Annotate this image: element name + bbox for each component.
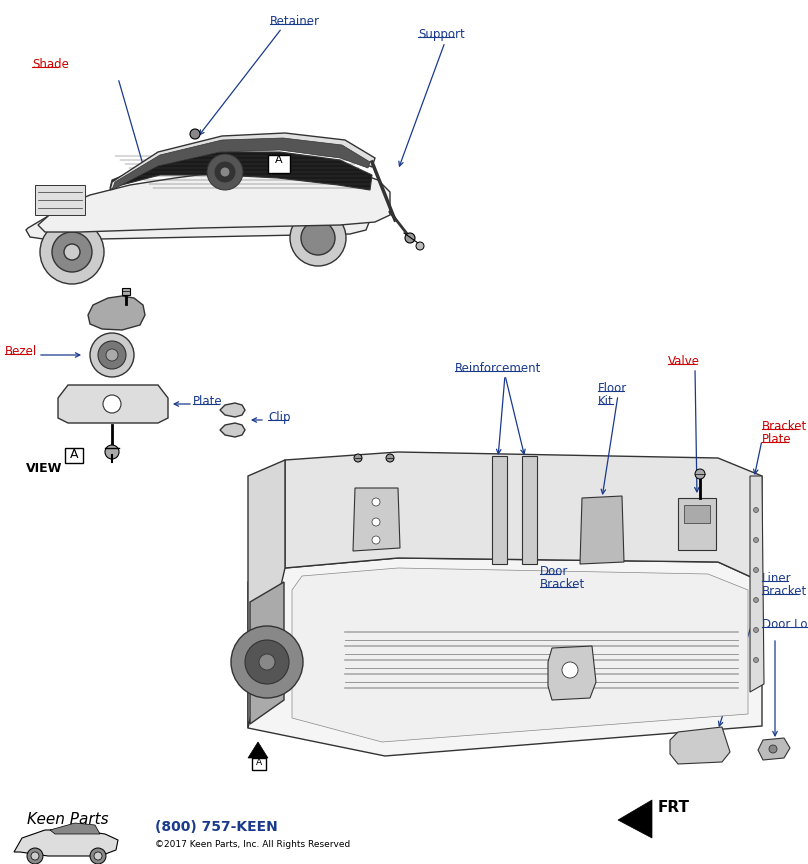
Circle shape bbox=[354, 454, 362, 462]
Polygon shape bbox=[58, 385, 168, 423]
Text: Plate: Plate bbox=[193, 395, 223, 408]
Bar bbox=[35, 185, 85, 215]
Circle shape bbox=[754, 627, 759, 632]
Text: A: A bbox=[256, 758, 262, 767]
Text: Keen Parts: Keen Parts bbox=[27, 812, 109, 827]
Polygon shape bbox=[26, 205, 372, 240]
Circle shape bbox=[190, 129, 200, 139]
Circle shape bbox=[52, 232, 92, 272]
Text: Shade: Shade bbox=[32, 58, 69, 71]
Circle shape bbox=[695, 469, 705, 479]
Text: Retainer: Retainer bbox=[270, 15, 320, 28]
Text: Liner: Liner bbox=[762, 572, 792, 585]
Circle shape bbox=[98, 341, 126, 369]
Circle shape bbox=[290, 210, 346, 266]
Circle shape bbox=[754, 507, 759, 512]
Circle shape bbox=[416, 242, 424, 250]
Polygon shape bbox=[292, 568, 748, 742]
Bar bbox=[678, 498, 716, 550]
Polygon shape bbox=[220, 403, 245, 417]
Polygon shape bbox=[14, 830, 118, 856]
Circle shape bbox=[754, 658, 759, 663]
Text: Bracket: Bracket bbox=[762, 585, 807, 598]
Circle shape bbox=[90, 333, 134, 377]
Text: Door: Door bbox=[540, 565, 568, 578]
Polygon shape bbox=[548, 646, 596, 700]
Circle shape bbox=[31, 852, 39, 860]
Text: Valve: Valve bbox=[668, 355, 700, 368]
Polygon shape bbox=[580, 496, 624, 564]
Text: Bezel: Bezel bbox=[5, 345, 37, 358]
Polygon shape bbox=[248, 460, 285, 728]
Bar bbox=[252, 758, 266, 770]
Circle shape bbox=[754, 568, 759, 573]
Polygon shape bbox=[110, 133, 375, 190]
Circle shape bbox=[105, 445, 119, 459]
Polygon shape bbox=[285, 452, 762, 582]
Circle shape bbox=[386, 454, 394, 462]
Circle shape bbox=[372, 536, 380, 544]
Bar bbox=[492, 456, 507, 564]
Circle shape bbox=[40, 220, 104, 284]
Polygon shape bbox=[250, 582, 284, 724]
Circle shape bbox=[372, 498, 380, 506]
Polygon shape bbox=[38, 168, 390, 232]
Bar bbox=[65, 448, 83, 463]
Circle shape bbox=[259, 654, 275, 670]
Polygon shape bbox=[248, 558, 762, 756]
Text: Reinforcement: Reinforcement bbox=[455, 362, 541, 375]
Polygon shape bbox=[110, 152, 372, 190]
Circle shape bbox=[231, 626, 303, 698]
Text: FRT: FRT bbox=[658, 801, 690, 816]
Text: Clip: Clip bbox=[268, 411, 291, 424]
Circle shape bbox=[754, 598, 759, 602]
Circle shape bbox=[103, 395, 121, 413]
Bar bbox=[268, 155, 290, 173]
Circle shape bbox=[220, 167, 230, 177]
Text: Bracket: Bracket bbox=[762, 420, 807, 433]
Polygon shape bbox=[248, 742, 268, 758]
Bar bbox=[522, 456, 537, 564]
Circle shape bbox=[301, 221, 335, 255]
Circle shape bbox=[27, 848, 43, 864]
Text: Support: Support bbox=[418, 28, 465, 41]
Polygon shape bbox=[618, 800, 652, 838]
Circle shape bbox=[64, 244, 80, 260]
Polygon shape bbox=[353, 488, 400, 551]
Circle shape bbox=[207, 154, 243, 190]
Circle shape bbox=[405, 233, 415, 243]
Circle shape bbox=[94, 852, 102, 860]
Circle shape bbox=[106, 349, 118, 361]
Text: Kit: Kit bbox=[598, 395, 614, 408]
Polygon shape bbox=[670, 727, 730, 764]
Polygon shape bbox=[758, 738, 790, 760]
Circle shape bbox=[562, 662, 578, 678]
Polygon shape bbox=[750, 476, 764, 692]
Text: A: A bbox=[69, 448, 78, 461]
Text: Plate: Plate bbox=[762, 433, 792, 446]
Polygon shape bbox=[220, 423, 245, 437]
Circle shape bbox=[90, 848, 106, 864]
Polygon shape bbox=[88, 296, 145, 330]
Text: Floor: Floor bbox=[598, 382, 627, 395]
Text: ©2017 Keen Parts, Inc. All Rights Reserved: ©2017 Keen Parts, Inc. All Rights Reserv… bbox=[155, 840, 350, 849]
Polygon shape bbox=[112, 138, 370, 190]
Bar bbox=[684, 505, 710, 523]
Circle shape bbox=[245, 640, 289, 684]
Polygon shape bbox=[50, 823, 100, 834]
Bar bbox=[122, 288, 130, 295]
Circle shape bbox=[372, 518, 380, 526]
Text: VIEW: VIEW bbox=[26, 462, 62, 475]
Text: (800) 757-KEEN: (800) 757-KEEN bbox=[155, 820, 278, 834]
Text: A: A bbox=[276, 155, 283, 165]
Circle shape bbox=[215, 162, 235, 182]
Text: Bracket: Bracket bbox=[540, 578, 585, 591]
Circle shape bbox=[769, 745, 777, 753]
Text: Door Lock: Door Lock bbox=[762, 618, 808, 631]
Circle shape bbox=[754, 537, 759, 543]
